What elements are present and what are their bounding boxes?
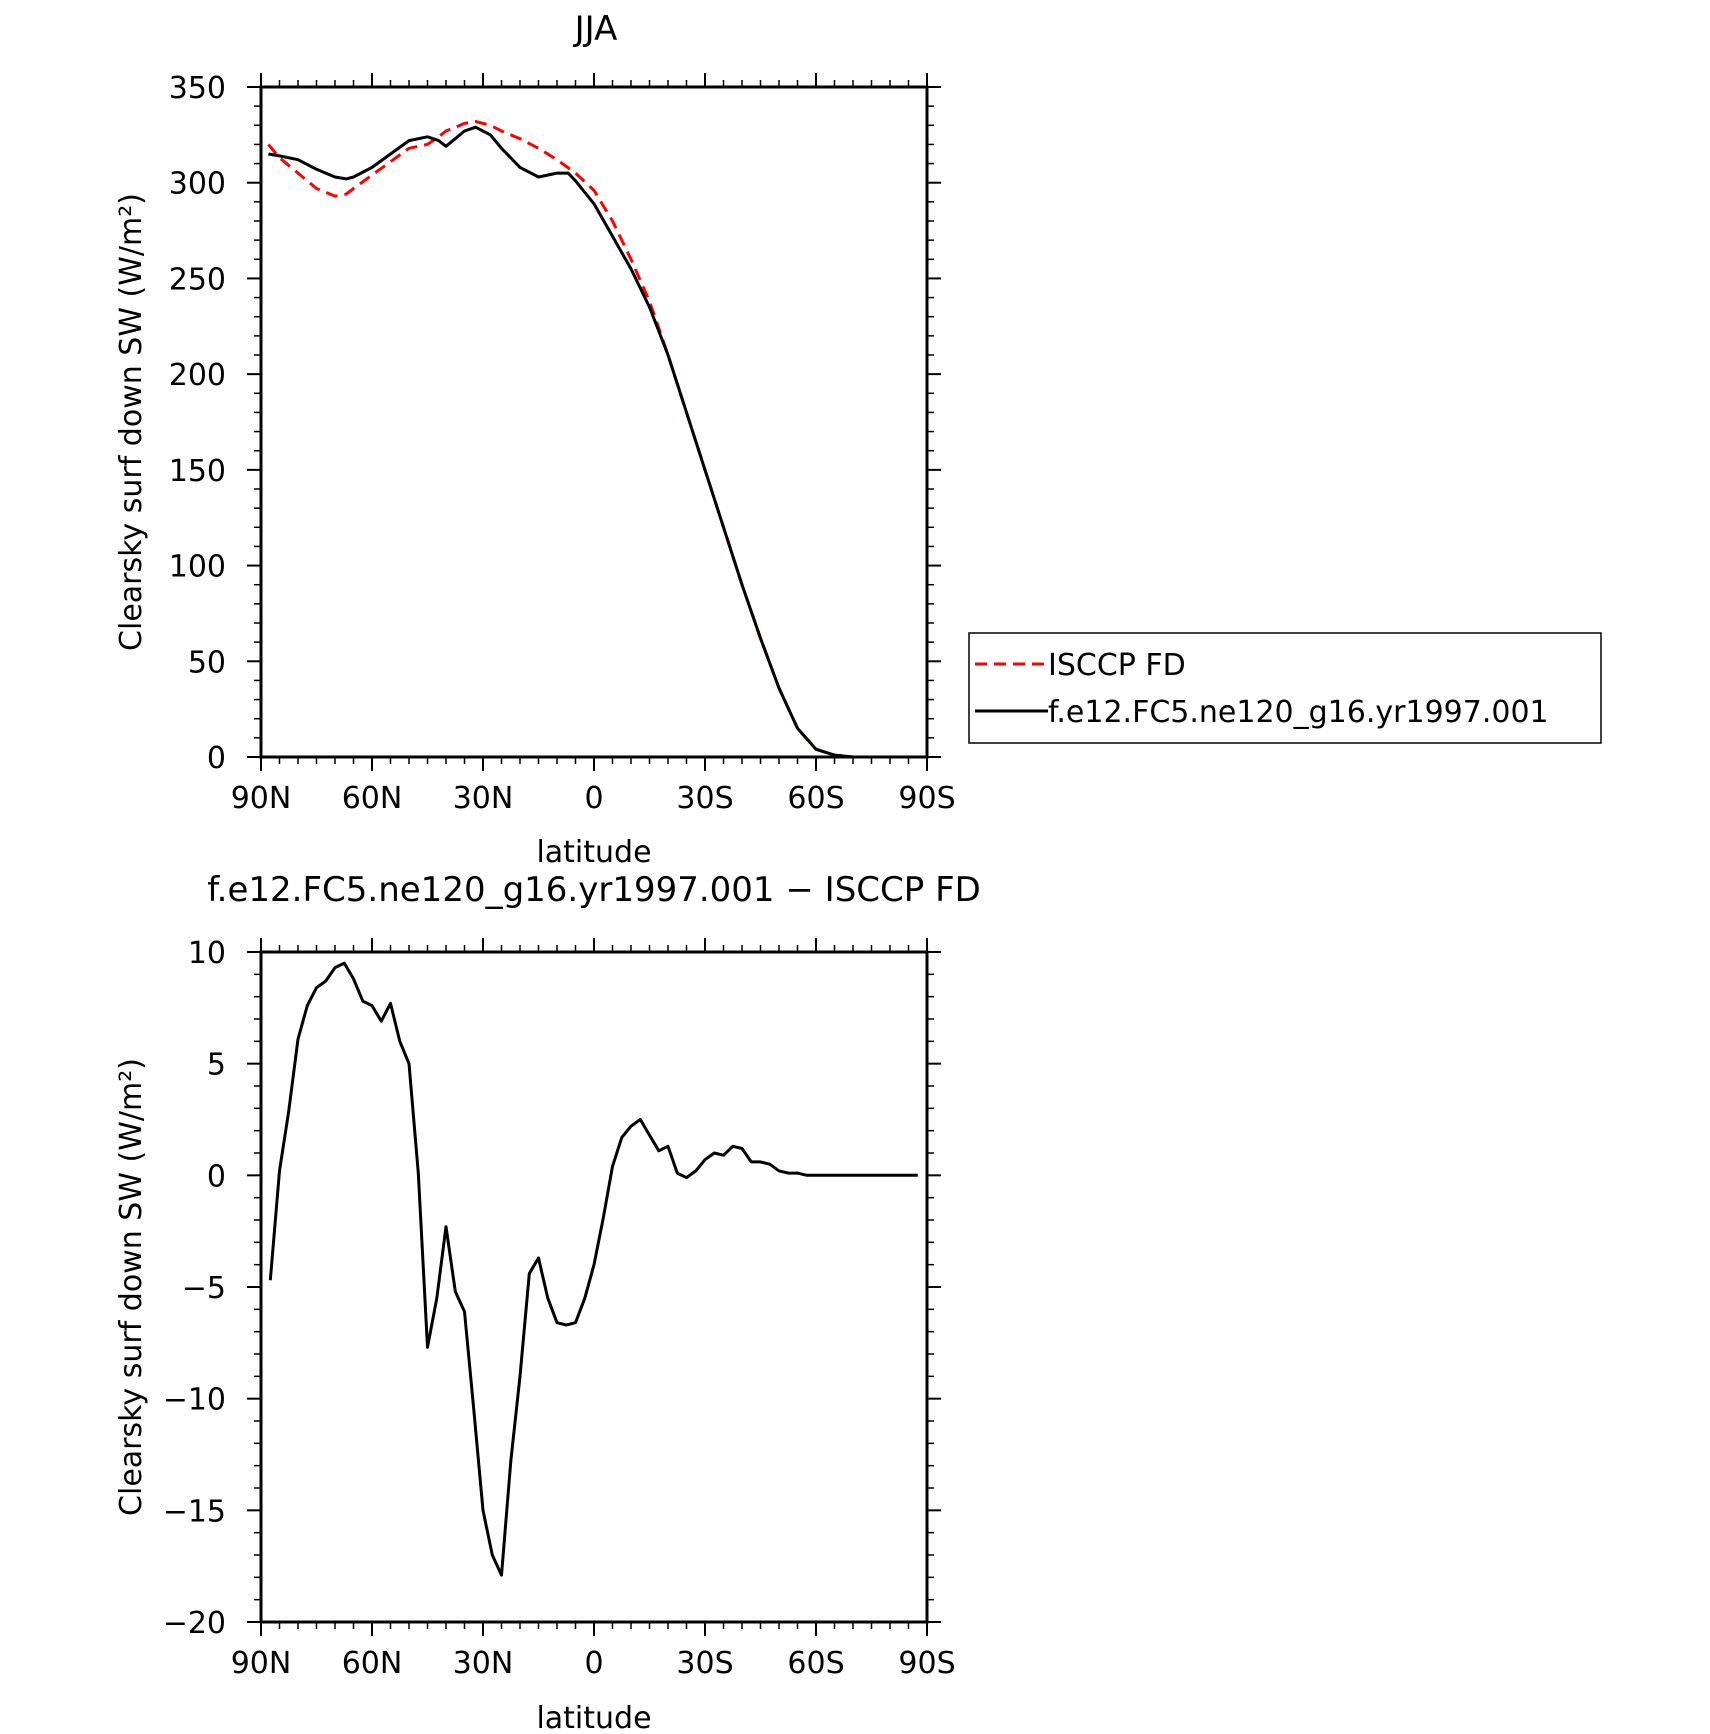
y-tick-label: 250 (169, 262, 226, 297)
x-tick-label: 60N (342, 781, 403, 816)
y-tick-label: 200 (169, 358, 226, 393)
legend: ISCCP FD f.e12.FC5.ne120_g16.yr1997.001 (968, 632, 1602, 744)
y-tick-label: −10 (163, 1383, 226, 1418)
top-panel-title: JJA (573, 9, 618, 49)
y-tick-label: 300 (169, 167, 226, 202)
x-tick-label: 30S (676, 1646, 733, 1681)
x-tick-label: 60S (787, 781, 844, 816)
top-panel: JJA 90N 60N 30N 0 30S 60S 90S 0 50 100 150 200 250 30… (114, 9, 1602, 870)
x-tick-label: 30N (453, 781, 514, 816)
y-tick-label: 5 (207, 1048, 226, 1083)
x-tick-label: 30S (676, 781, 733, 816)
y-tick-label: 0 (207, 741, 226, 776)
bottom-plot-frame (259, 950, 929, 1624)
y-tick-label: 0 (207, 1159, 226, 1194)
series-line-1 (268, 125, 924, 759)
x-tick-label: 90N (231, 1646, 292, 1681)
x-tick-label: 90S (898, 781, 955, 816)
y-tick-label: 150 (169, 454, 226, 489)
bottom-panel-title: f.e12.FC5.ne120_g16.yr1997.001 − ISCCP F… (207, 870, 981, 910)
legend-label-isccp: ISCCP FD (1048, 648, 1186, 683)
top-y-axis-label: Clearsky surf down SW (W/m²) (114, 193, 149, 651)
x-tick-label: 30N (453, 1646, 514, 1681)
x-tick-label: 60N (342, 1646, 403, 1681)
x-tick-label: 90S (898, 1646, 955, 1681)
top-plot-frame (259, 85, 929, 759)
y-tick-label: −20 (163, 1606, 226, 1641)
x-tick-label: 0 (584, 1646, 603, 1681)
y-tick-label: 100 (169, 550, 226, 585)
bottom-panel: f.e12.FC5.ne120_g16.yr1997.001 − ISCCP F… (114, 870, 981, 1734)
x-tick-label: 90N (231, 781, 292, 816)
y-tick-label: 350 (169, 71, 226, 106)
series-line-0 (267, 120, 924, 759)
y-tick-label: −5 (182, 1271, 226, 1306)
top-x-axis-label: latitude (536, 835, 651, 870)
y-tick-label: 50 (188, 645, 226, 680)
y-tick-label: 10 (188, 936, 226, 971)
bottom-x-axis-label: latitude (536, 1701, 651, 1734)
x-tick-label: 0 (584, 781, 603, 816)
legend-label-model: f.e12.FC5.ne120_g16.yr1997.001 (1048, 695, 1549, 730)
bottom-y-axis-label: Clearsky surf down SW (W/m²) (114, 1058, 149, 1516)
legend-box (968, 632, 1602, 744)
difference-line (268, 961, 918, 1577)
y-tick-label: −15 (163, 1494, 226, 1529)
x-tick-label: 60S (787, 1646, 844, 1681)
